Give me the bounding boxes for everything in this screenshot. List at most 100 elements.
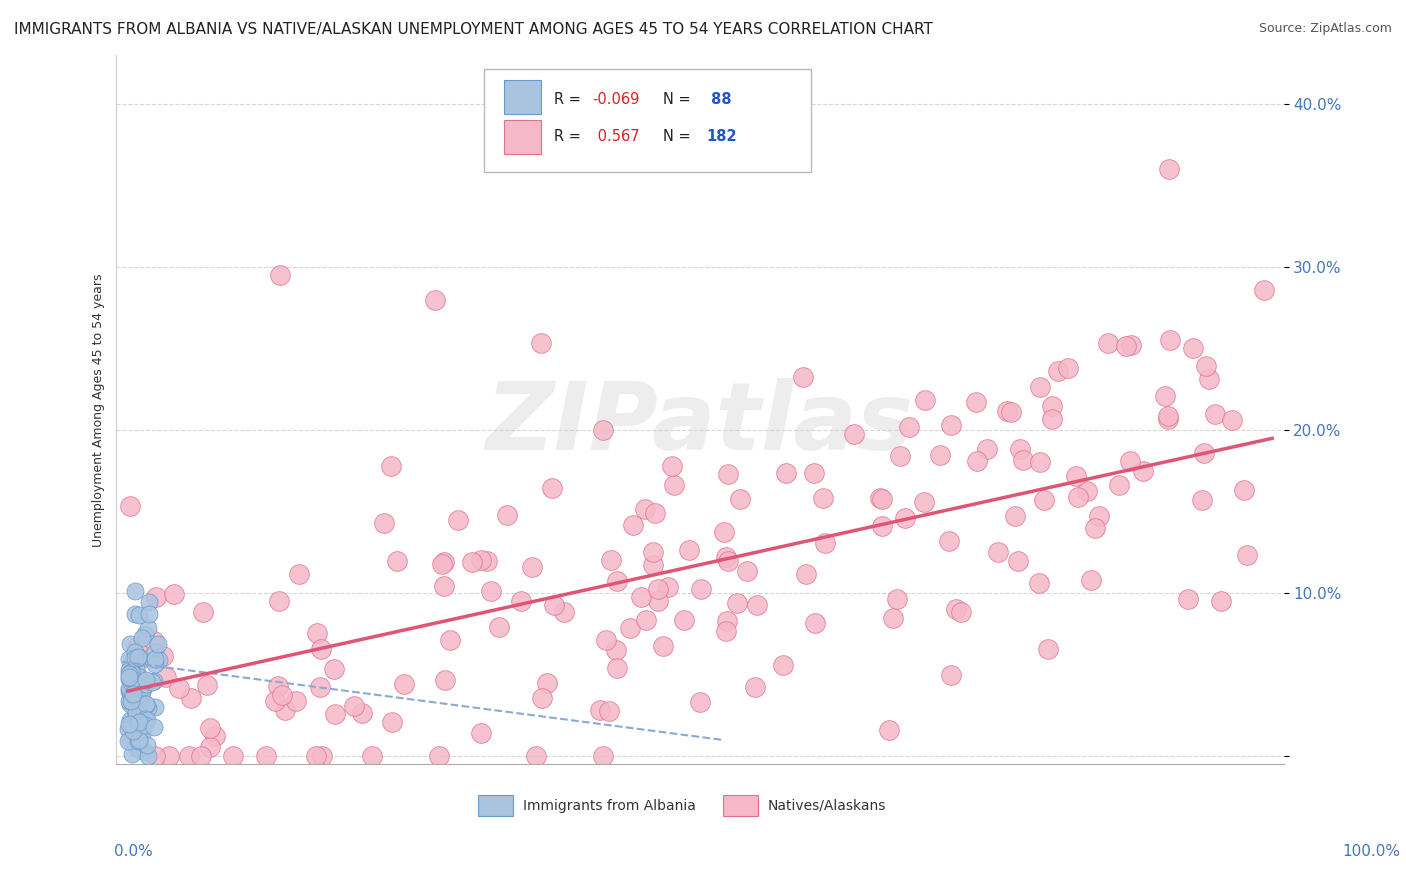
Point	[129, 724, 152, 739]
Point	[118, 681, 141, 696]
Point	[870, 519, 893, 533]
Point	[423, 293, 446, 307]
Point	[128, 670, 150, 684]
Point	[592, 749, 614, 764]
Point	[309, 680, 332, 694]
Point	[928, 448, 950, 462]
Point	[647, 594, 669, 608]
Point	[877, 723, 900, 737]
Point	[775, 466, 797, 480]
Point	[1253, 283, 1275, 297]
Point	[619, 621, 641, 635]
Point	[1119, 454, 1142, 468]
Point	[882, 611, 904, 625]
Text: R =: R =	[554, 129, 586, 145]
Point	[1046, 364, 1069, 378]
Point	[118, 499, 141, 513]
FancyBboxPatch shape	[503, 80, 541, 114]
Point	[117, 734, 139, 748]
Point	[1220, 413, 1243, 427]
Point	[125, 692, 148, 706]
Point	[127, 667, 149, 681]
Point	[307, 626, 329, 640]
Point	[129, 706, 152, 720]
Point	[814, 536, 837, 550]
Point	[124, 607, 146, 622]
Text: 182: 182	[706, 129, 737, 145]
Point	[1108, 478, 1130, 492]
Point	[311, 749, 333, 764]
Point	[689, 696, 711, 710]
Point	[997, 403, 1019, 417]
Point	[716, 624, 738, 639]
Point	[630, 591, 652, 605]
Point	[117, 693, 139, 707]
Point	[118, 716, 141, 731]
Point	[1032, 493, 1054, 508]
Point	[323, 662, 346, 676]
Point	[634, 501, 657, 516]
Point	[146, 637, 169, 651]
Point	[143, 657, 166, 672]
Point	[690, 582, 713, 596]
Point	[131, 677, 153, 691]
Point	[1211, 593, 1233, 607]
Point	[804, 615, 827, 630]
Point	[647, 582, 669, 596]
Point	[269, 594, 291, 608]
Point	[177, 749, 200, 764]
Point	[605, 643, 627, 657]
Point	[135, 676, 157, 690]
Text: Natives/Alaskans: Natives/Alaskans	[768, 798, 886, 813]
Point	[1028, 380, 1050, 394]
Point	[180, 690, 202, 705]
Point	[1004, 508, 1026, 523]
Point	[434, 673, 457, 687]
Point	[118, 670, 141, 684]
Point	[728, 491, 751, 506]
Point	[152, 648, 174, 663]
Point	[325, 706, 347, 721]
Point	[536, 676, 558, 690]
Point	[128, 741, 150, 756]
Point	[138, 607, 160, 621]
Point	[121, 747, 143, 762]
Point	[794, 566, 817, 581]
Point	[122, 652, 145, 666]
Point	[661, 458, 683, 473]
Point	[772, 658, 794, 673]
Point	[1080, 574, 1102, 588]
Point	[1157, 411, 1180, 425]
Point	[662, 478, 685, 492]
Point	[127, 650, 149, 665]
Point	[118, 652, 141, 666]
Point	[433, 578, 456, 592]
Point	[976, 442, 998, 456]
Point	[157, 749, 180, 764]
Point	[120, 637, 142, 651]
Point	[1233, 483, 1256, 497]
Point	[120, 672, 142, 686]
Point	[124, 645, 146, 659]
Point	[143, 634, 166, 648]
Point	[606, 661, 628, 675]
Point	[143, 749, 166, 764]
Point	[136, 738, 159, 752]
Point	[352, 706, 374, 720]
Point	[589, 702, 612, 716]
Point	[143, 700, 166, 714]
Point	[430, 558, 453, 572]
Point	[129, 673, 152, 688]
Point	[725, 596, 748, 610]
Point	[1000, 405, 1022, 419]
Point	[143, 652, 166, 666]
Point	[1012, 452, 1035, 467]
Point	[530, 336, 553, 351]
Point	[131, 727, 153, 741]
Text: Immigrants from Albania: Immigrants from Albania	[523, 798, 696, 813]
Point	[530, 691, 553, 706]
Point	[125, 660, 148, 674]
Point	[134, 627, 156, 641]
Point	[966, 454, 988, 468]
Point	[745, 598, 768, 612]
